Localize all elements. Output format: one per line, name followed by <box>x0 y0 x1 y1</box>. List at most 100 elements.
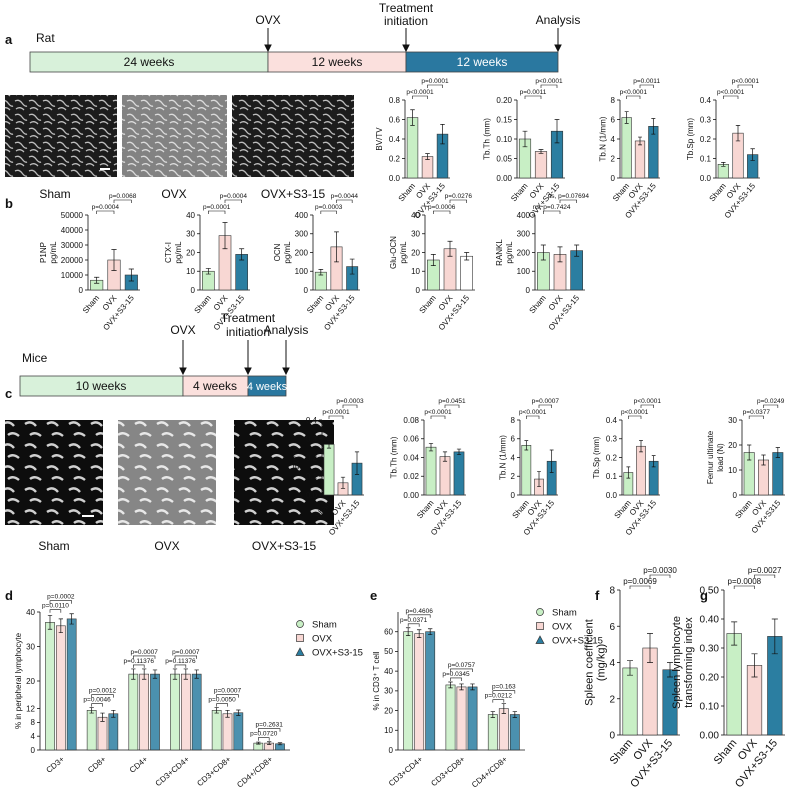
y-tick-label: 0.1 <box>306 472 318 481</box>
legend-marker <box>296 620 304 628</box>
y-tick-label: 400 <box>295 211 309 220</box>
bar <box>55 625 66 751</box>
error-bar <box>440 124 445 145</box>
segment-label: 10 weeks <box>76 379 127 393</box>
error-bar <box>111 709 116 718</box>
y-axis-label: Femur ultimate <box>706 430 715 484</box>
p-value: p=0.0001 <box>421 78 449 85</box>
y-axis-label: % in peripheral lymphocyte <box>14 632 23 729</box>
p-value: p=0.0720 <box>250 731 278 738</box>
y-tick-label: 200 <box>295 248 309 257</box>
bar <box>323 444 335 496</box>
bar <box>139 673 150 751</box>
legend-label: OVX <box>312 634 333 645</box>
y-tick-label: 0.2 <box>606 453 618 462</box>
y-tick-label: 30 <box>384 687 393 696</box>
x-tick-label: Sham <box>708 181 729 203</box>
error-bar <box>214 707 219 714</box>
p-value: p=0.0003 <box>315 204 343 211</box>
x-tick-label: Sham <box>81 293 102 315</box>
bar <box>222 713 233 751</box>
error-bar <box>638 136 642 146</box>
error-bar <box>761 454 766 466</box>
error-bar <box>750 148 755 161</box>
p-value: p=0.0027 <box>748 566 782 575</box>
y-tick-label: 40000 <box>61 226 84 235</box>
significance-bracket <box>559 199 577 203</box>
y-axis-label: Spleen coefficient <box>584 619 596 706</box>
p-value: p=0.0011 <box>633 78 660 85</box>
error-bar <box>183 668 188 680</box>
significance-bracket <box>133 655 156 659</box>
error-bar <box>448 681 453 689</box>
y-axis-label: transforming index <box>683 617 695 708</box>
error-bar <box>318 269 324 276</box>
y-tick-label: 0 <box>609 731 615 742</box>
y-tick-label: 2 <box>511 472 516 481</box>
micro-ct-image <box>5 420 103 525</box>
species: Mice <box>22 351 48 365</box>
p-value: p=0.0004 <box>92 204 120 211</box>
event-label: Treatment <box>221 311 276 325</box>
panel-label: g <box>700 588 708 603</box>
x-tick-label: Sham <box>418 293 439 315</box>
y-tick-label: 0.4 <box>606 416 618 425</box>
y-tick-label: 0.3 <box>306 435 318 444</box>
image-caption: OVX <box>161 187 186 201</box>
p-value: p=0.0006 <box>428 204 456 211</box>
event-label: initiation <box>226 325 270 339</box>
y-tick-label: 0.2 <box>306 453 318 462</box>
p-value: p=0.0046 <box>83 697 111 704</box>
y-tick-label: 0 <box>733 491 738 500</box>
significance-bracket <box>492 690 516 694</box>
y-axis-label: Glu-OCN <box>389 236 398 269</box>
y-tick-label: 0 <box>31 746 36 755</box>
y-tick-label: 30 <box>411 230 420 239</box>
error-bar <box>537 471 541 487</box>
y-axis-label: pg/mL <box>505 241 514 264</box>
p-value: p=0.0069 <box>623 577 657 586</box>
y-tick-label: 0.3 <box>606 435 618 444</box>
y-tick-label: 4 <box>511 453 516 462</box>
y-tick-label: 0.6 <box>389 115 401 124</box>
error-bar <box>222 222 228 250</box>
y-tick-label: 0.20 <box>496 96 512 105</box>
x-tick-label: CD8+ <box>86 754 108 774</box>
y-tick-label: 20 <box>26 677 35 686</box>
y-tick-label: 20 <box>384 706 393 715</box>
significance-bracket <box>328 415 344 419</box>
micro-ct-image <box>234 420 334 525</box>
y-tick-label: 0.4 <box>389 135 401 144</box>
bar <box>460 255 473 291</box>
significance-bracket <box>133 664 145 668</box>
y-tick-label: 300 <box>295 230 309 239</box>
error-bar <box>239 248 245 261</box>
y-tick-label: 20 <box>728 441 737 450</box>
error-bar <box>326 440 332 449</box>
p-value: p=0.0001 <box>203 204 231 211</box>
y-tick-label: 12 <box>26 704 35 713</box>
y-axis-label: (mg/kg) <box>596 644 608 681</box>
error-bar <box>277 742 283 746</box>
y-tick-label: 0 <box>79 286 84 295</box>
x-tick-label: Sham <box>305 293 326 315</box>
significance-bracket <box>427 84 443 88</box>
y-tick-label: 0.04 <box>403 453 419 462</box>
error-bar <box>354 451 360 475</box>
y-tick-label: 10 <box>186 267 195 276</box>
bar <box>128 673 139 751</box>
micro-ct-image <box>122 95 227 177</box>
bar <box>403 631 414 751</box>
bar <box>621 117 632 179</box>
p-value: p<0.0001 <box>621 409 649 416</box>
y-axis-label: Tb.Th (mm) <box>482 118 491 160</box>
bar <box>445 684 456 751</box>
p-value: p=0.0371 <box>400 617 428 624</box>
p-value: p=0.0345 <box>442 671 470 678</box>
error-bar <box>334 231 339 263</box>
error-bar <box>205 268 211 275</box>
y-axis-label: pg/mL <box>49 241 58 264</box>
significance-bracket <box>430 415 446 419</box>
